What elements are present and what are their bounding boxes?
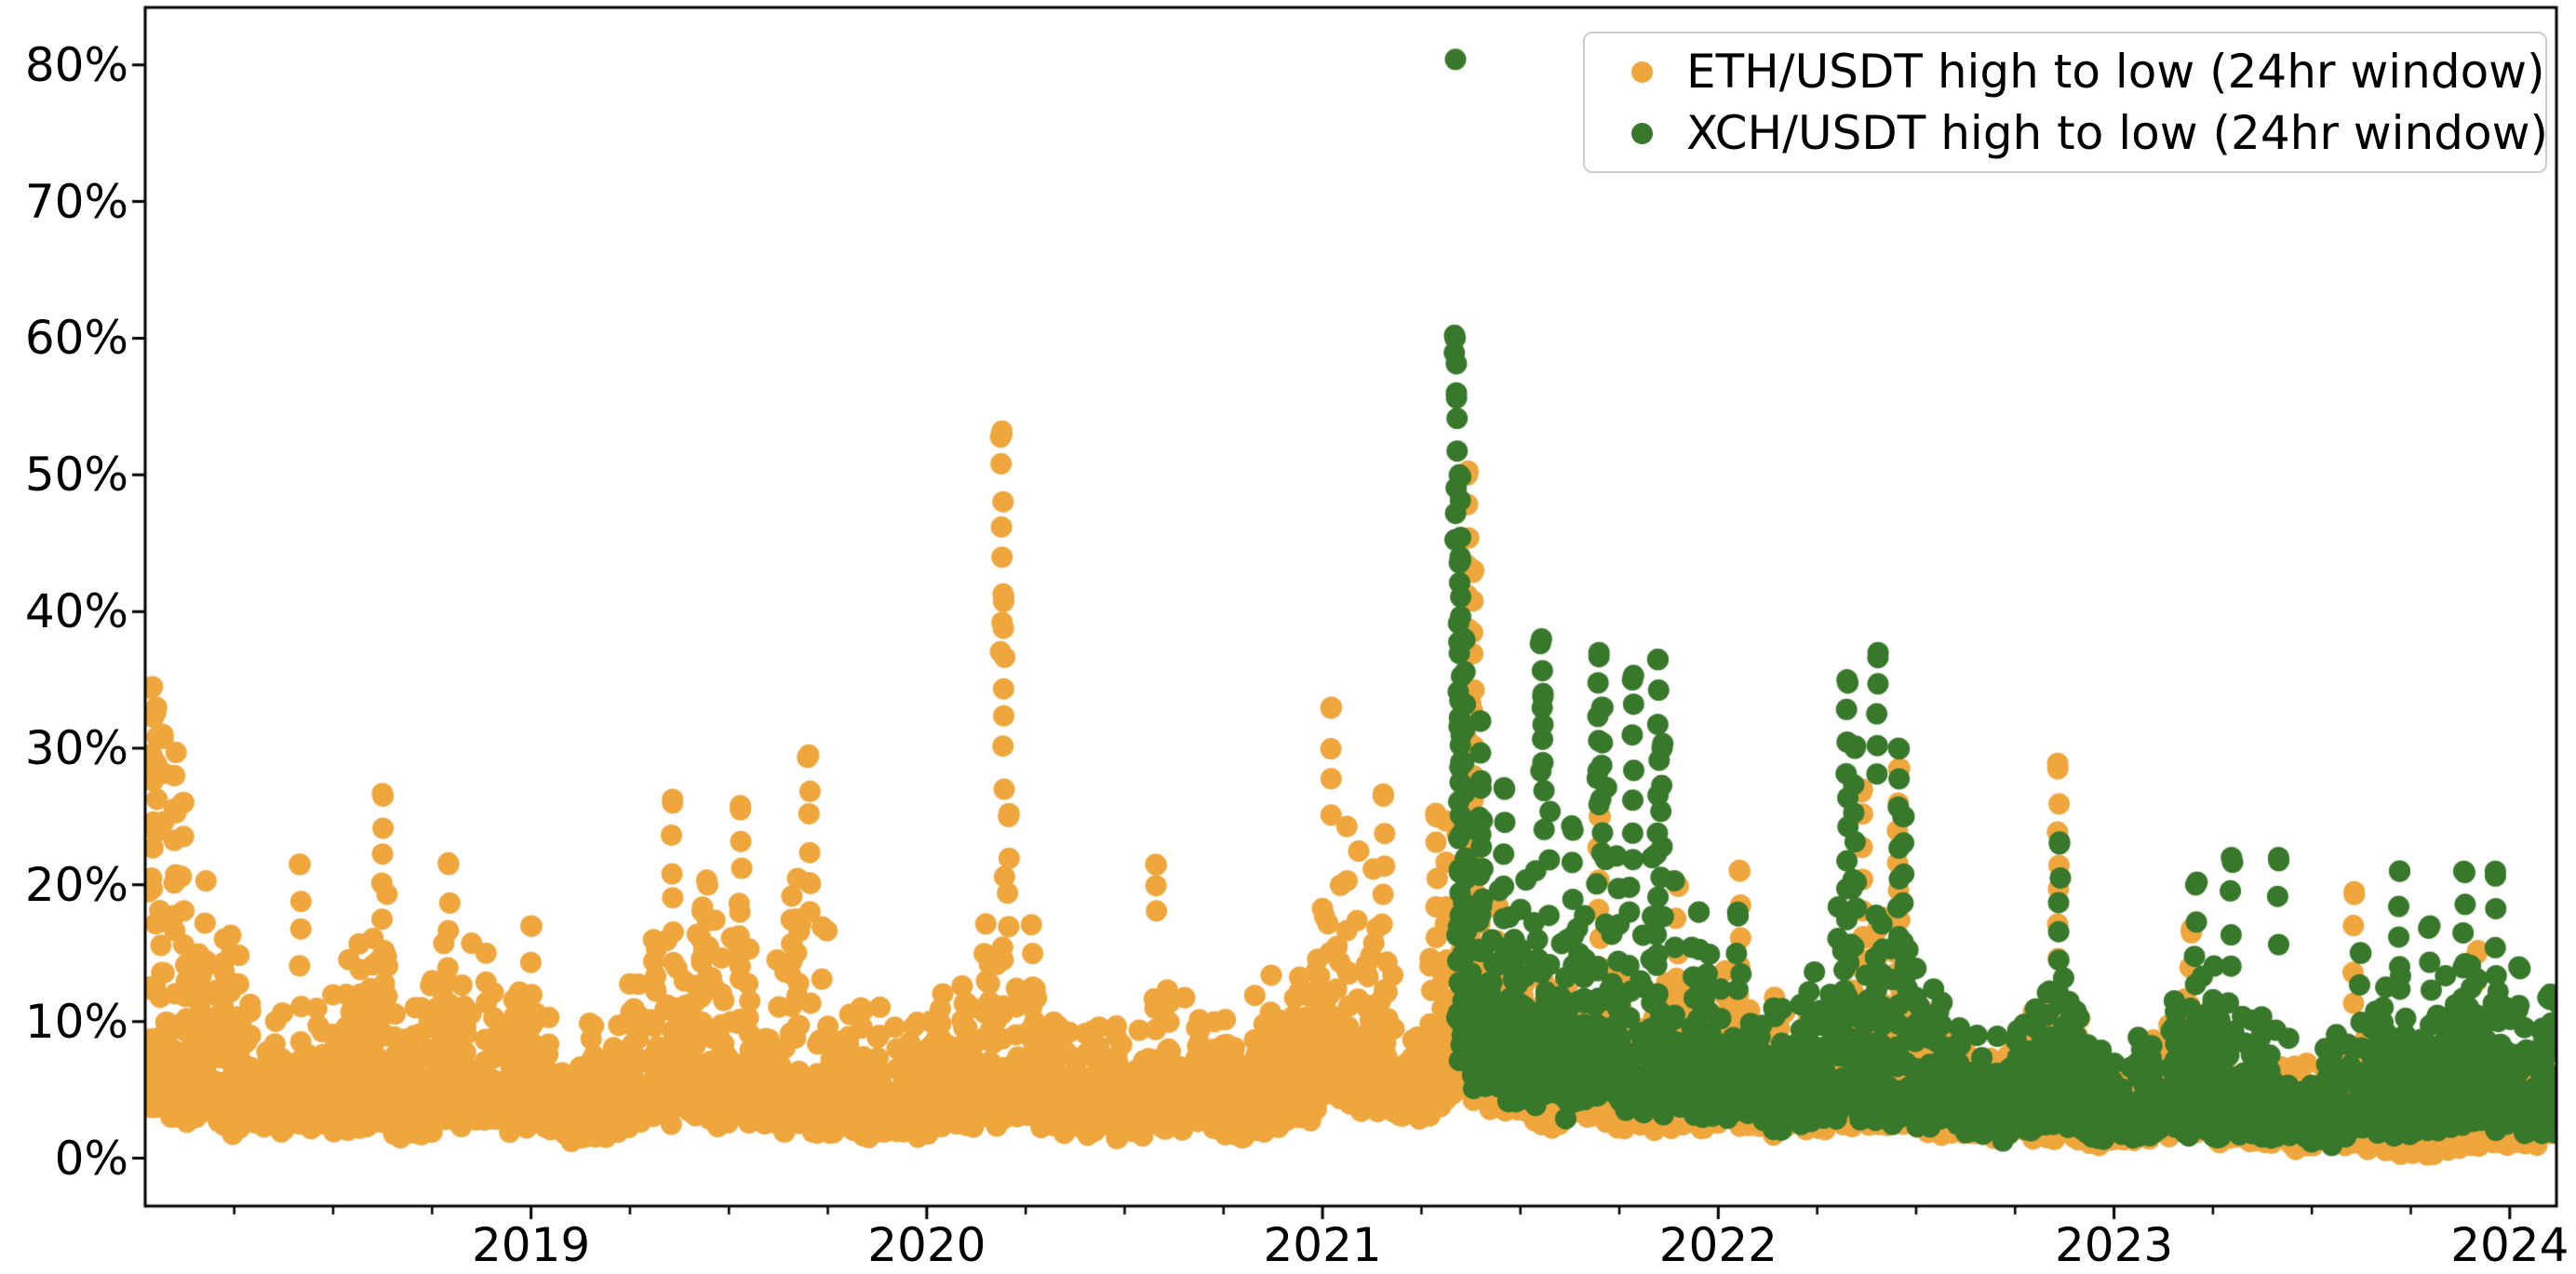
y-tick-label: 50%: [24, 448, 128, 503]
y-tick-label: 40%: [24, 584, 128, 639]
y-tick-label: 20%: [24, 857, 128, 912]
y-tick-label: 10%: [24, 994, 128, 1049]
y-tick-label: 60%: [24, 311, 128, 366]
legend-label-xch: XCH/USDT high to low (24hr window): [1686, 106, 2548, 160]
x-tick-label: 2022: [1658, 1218, 1778, 1272]
xch-series-marker-icon: [1631, 122, 1653, 144]
x-tick-label: 2019: [471, 1218, 591, 1272]
y-tick-label: 80%: [24, 37, 128, 92]
x-tick-label: 2024: [2450, 1218, 2569, 1272]
legend-entry-eth: ETH/USDT high to low (24hr window): [1585, 48, 2545, 95]
y-tick-label: 70%: [24, 174, 128, 229]
eth-series-marker-icon: [1631, 60, 1653, 83]
legend-label-eth: ETH/USDT high to low (24hr window): [1686, 45, 2545, 99]
legend: ETH/USDT high to low (24hr window) XCH/U…: [1583, 32, 2548, 173]
x-tick-label: 2023: [2054, 1218, 2174, 1272]
legend-entry-xch: XCH/USDT high to low (24hr window): [1585, 106, 2548, 160]
x-tick-label: 2020: [867, 1218, 986, 1272]
y-tick-label: 0%: [54, 1131, 128, 1186]
y-tick-label: 30%: [24, 721, 128, 775]
x-tick-label: 2021: [1263, 1218, 1382, 1272]
